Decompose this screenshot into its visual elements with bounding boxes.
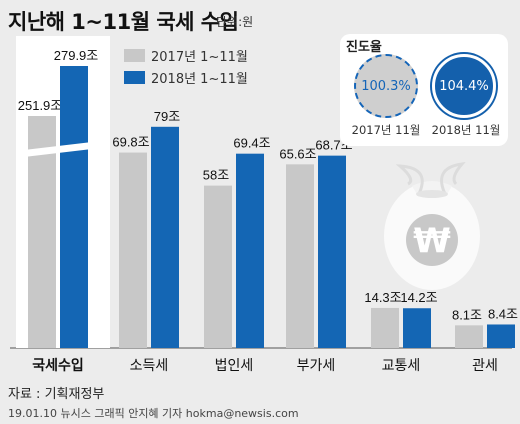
progress-circle-2018: 104.4% xyxy=(432,54,496,118)
axis-break xyxy=(24,142,92,157)
progress-value-2018: 104.4% xyxy=(439,78,489,94)
legend: 2017년 1~11월 2018년 1~11월 xyxy=(124,44,248,88)
source-note: 자료 : 기획재정부 xyxy=(8,387,105,402)
category-label-소득세: 소득세 xyxy=(130,358,169,374)
value-label-교통세-2018: 14.2조 xyxy=(400,290,437,305)
legend-item-2017: 2017년 1~11월 xyxy=(124,44,248,66)
bar-관세-2018 xyxy=(487,324,515,348)
value-label-관세-2017: 8.1조 xyxy=(452,307,482,322)
svg-text:₩: ₩ xyxy=(413,221,451,261)
bar-교통세-2018 xyxy=(403,308,431,348)
bar-소득세-2017 xyxy=(119,152,147,348)
legend-label-2018: 2018년 1~11월 xyxy=(151,71,248,87)
progress-rate-panel: 진도율 100.3% 104.4% 2017년 11월 2018년 11월 xyxy=(340,34,508,146)
bar-법인세-2018 xyxy=(236,153,264,348)
value-label-법인세-2018: 69.4조 xyxy=(233,136,270,151)
progress-circle-2017: 100.3% xyxy=(354,54,418,118)
bar-소득세-2018 xyxy=(151,126,179,348)
value-label-교통세-2017: 14.3조 xyxy=(364,290,401,305)
value-label-국세수입-2017: 251.9조 xyxy=(18,98,63,113)
value-label-관세-2018: 8.4조 xyxy=(488,306,518,321)
legend-swatch-2017 xyxy=(124,48,145,62)
value-label-국세수입-2018: 279.9조 xyxy=(54,48,99,63)
category-label-법인세: 법인세 xyxy=(215,358,254,374)
chart-title: 지난해 1~11월 국세 수입 xyxy=(8,10,239,34)
value-label-소득세-2017: 69.8조 xyxy=(112,135,149,150)
progress-rate-title: 진도율 xyxy=(346,40,382,55)
bar-국세수입-2018 xyxy=(60,66,88,348)
progress-value-2017: 100.3% xyxy=(361,78,411,94)
value-label-소득세-2018: 79조 xyxy=(154,109,180,124)
money-bag-icon: ₩ xyxy=(384,161,480,290)
category-label-국세수입: 국세수입 xyxy=(32,358,84,374)
bar-부가세-2018 xyxy=(318,155,346,348)
value-label-부가세-2017: 65.6조 xyxy=(279,146,316,161)
credit-line: 19.01.10 뉴시스 그래픽 안지혜 기자 hokma@newsis.com xyxy=(8,407,299,420)
value-label-법인세-2017: 58조 xyxy=(203,168,229,183)
category-label-부가세: 부가세 xyxy=(297,358,336,374)
unit-label: 단위:원 xyxy=(216,15,254,29)
category-label-교통세: 교통세 xyxy=(382,358,421,374)
legend-item-2018: 2018년 1~11월 xyxy=(124,66,248,88)
legend-swatch-2018 xyxy=(124,70,145,84)
bar-부가세-2017 xyxy=(286,164,314,348)
progress-label-2017: 2017년 11월 xyxy=(351,123,421,137)
bar-법인세-2017 xyxy=(204,185,232,348)
legend-label-2017: 2017년 1~11월 xyxy=(151,49,248,65)
progress-label-2018: 2018년 11월 xyxy=(431,123,501,137)
bar-교통세-2017 xyxy=(371,307,399,348)
category-label-관세: 관세 xyxy=(472,358,498,374)
bar-관세-2017 xyxy=(455,325,483,348)
